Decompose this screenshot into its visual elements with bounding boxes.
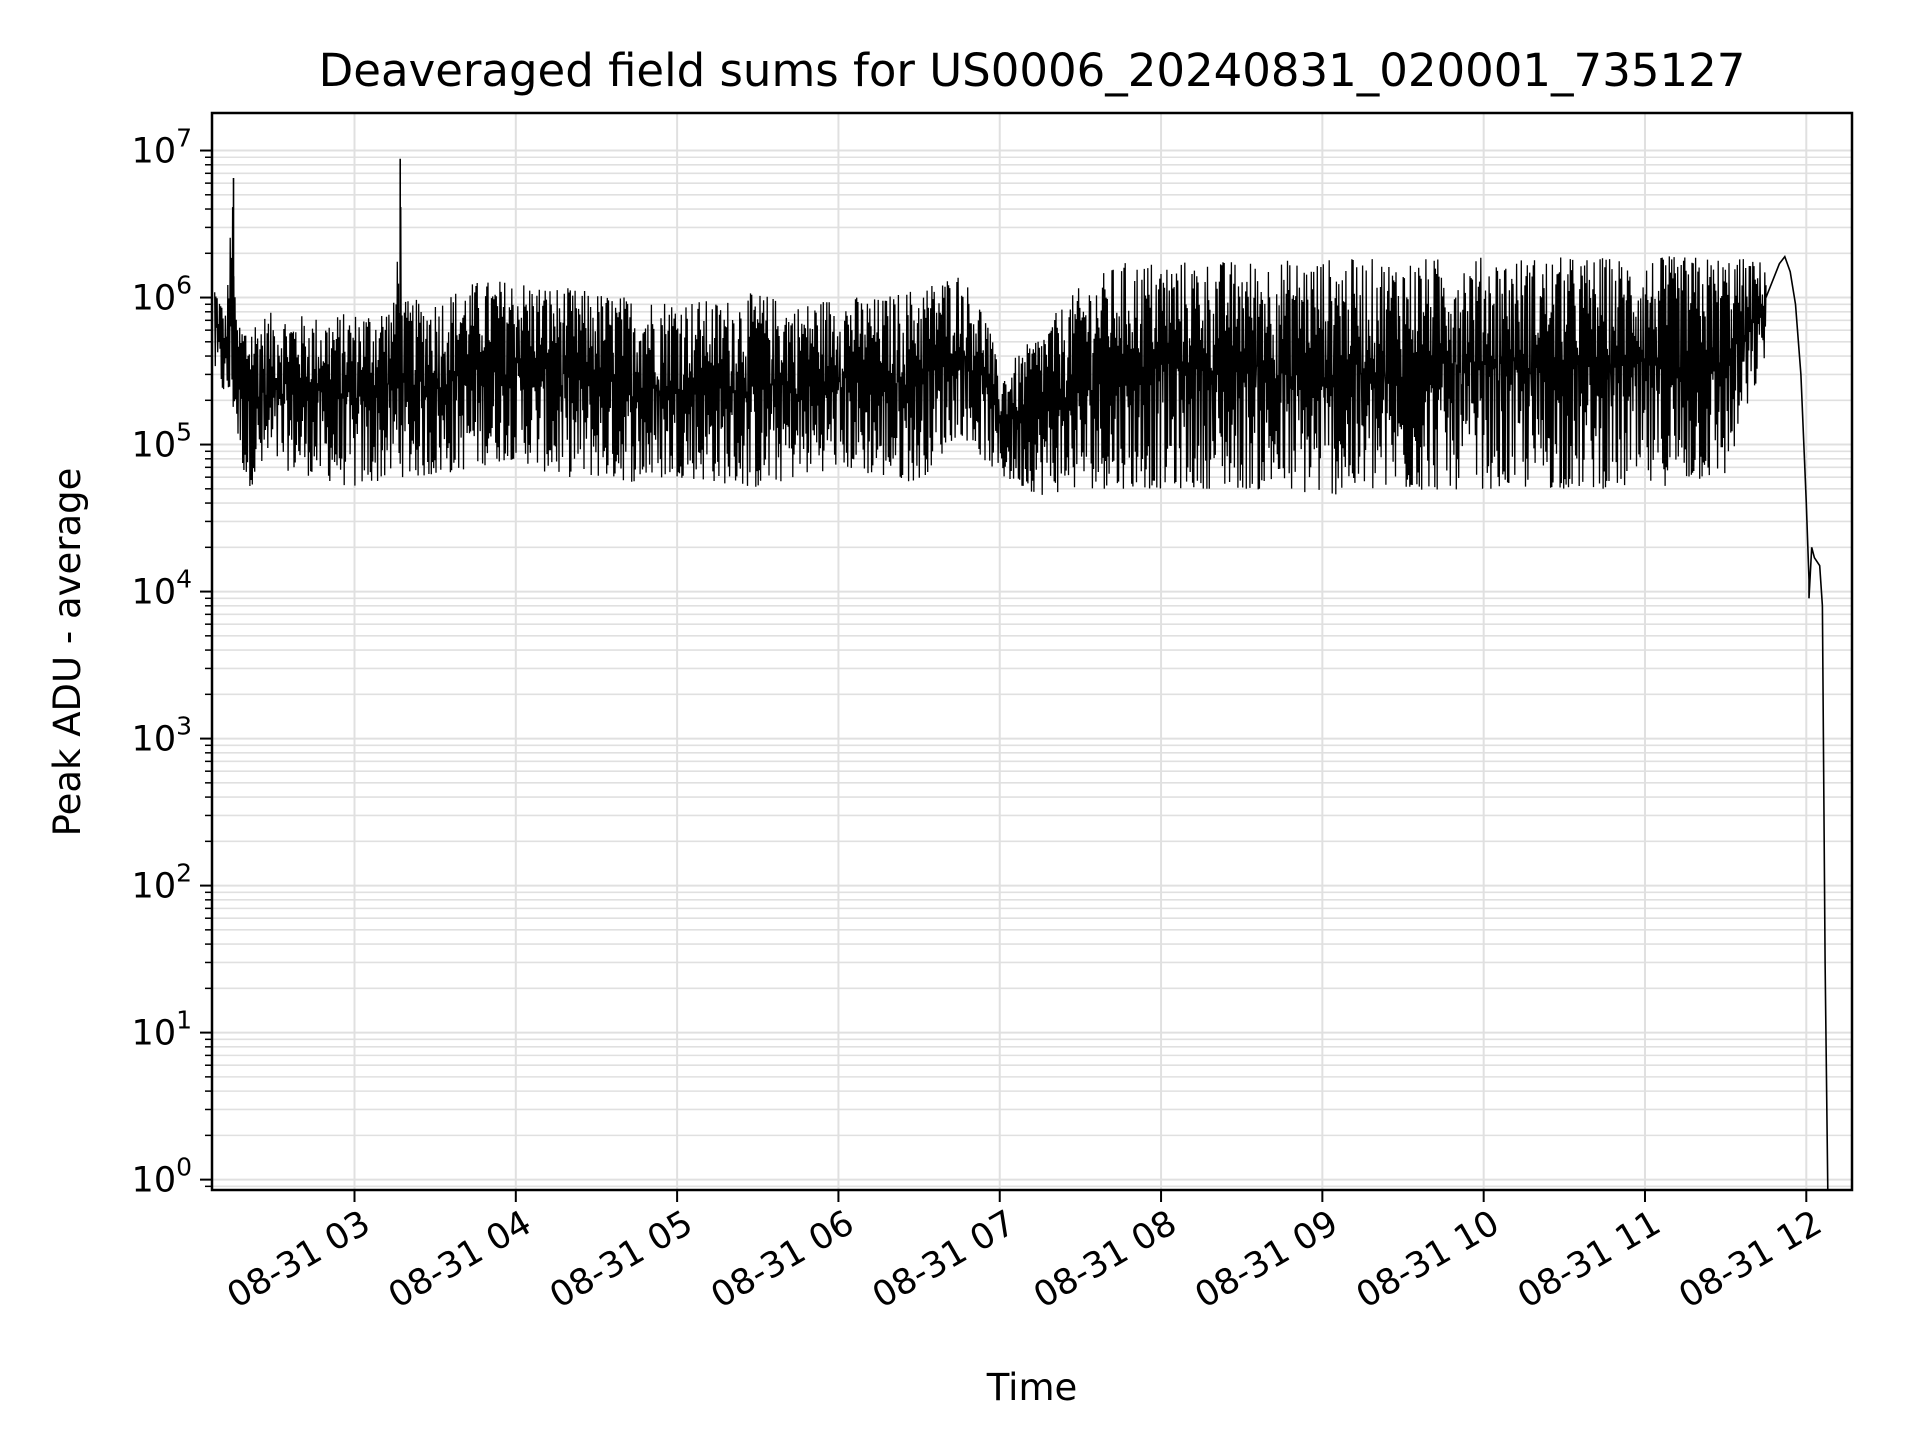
series-line (214, 206, 1767, 495)
y-axis: 100 101 102 103 104 105 106 107 (132, 124, 212, 1201)
y-tick-label: 101 (132, 1006, 192, 1054)
x-tick-label: 08-31 12 (1673, 1203, 1829, 1316)
x-tick-label: 08-31 07 (866, 1203, 1022, 1316)
y-tick-label: 100 (132, 1153, 192, 1201)
y-tick-label: 102 (132, 859, 192, 907)
x-tick-label: 08-31 08 (1027, 1203, 1183, 1316)
y-tick-label: 107 (132, 124, 192, 172)
x-tick-label: 08-31 03 (221, 1203, 377, 1316)
x-tick-label: 08-31 04 (382, 1203, 538, 1316)
plot-frame (210, 111, 1854, 1192)
y-axis-label: Peak ADU - average (46, 468, 89, 837)
data-series (214, 158, 1829, 1191)
chart-title: Deaveraged field sums for US0006_2024083… (319, 44, 1746, 97)
grid-lines (212, 113, 1852, 1190)
x-axis-label: Time (986, 1366, 1078, 1409)
x-tick-label: 08-31 06 (705, 1203, 861, 1316)
x-tick-label: 08-31 10 (1350, 1203, 1506, 1316)
x-axis: 08-31 03 08-31 04 08-31 05 08-31 06 08-31 07… (221, 1190, 1829, 1316)
y-tick-label: 105 (132, 418, 192, 466)
y-tick-label: 103 (132, 712, 192, 760)
x-tick-label: 08-31 05 (543, 1203, 699, 1316)
x-tick-label: 08-31 09 (1189, 1203, 1345, 1316)
y-tick-label: 104 (132, 565, 192, 613)
series-tail-line (1765, 254, 1829, 1191)
x-tick-label: 08-31 11 (1511, 1203, 1667, 1316)
y-tick-label: 106 (132, 271, 192, 319)
